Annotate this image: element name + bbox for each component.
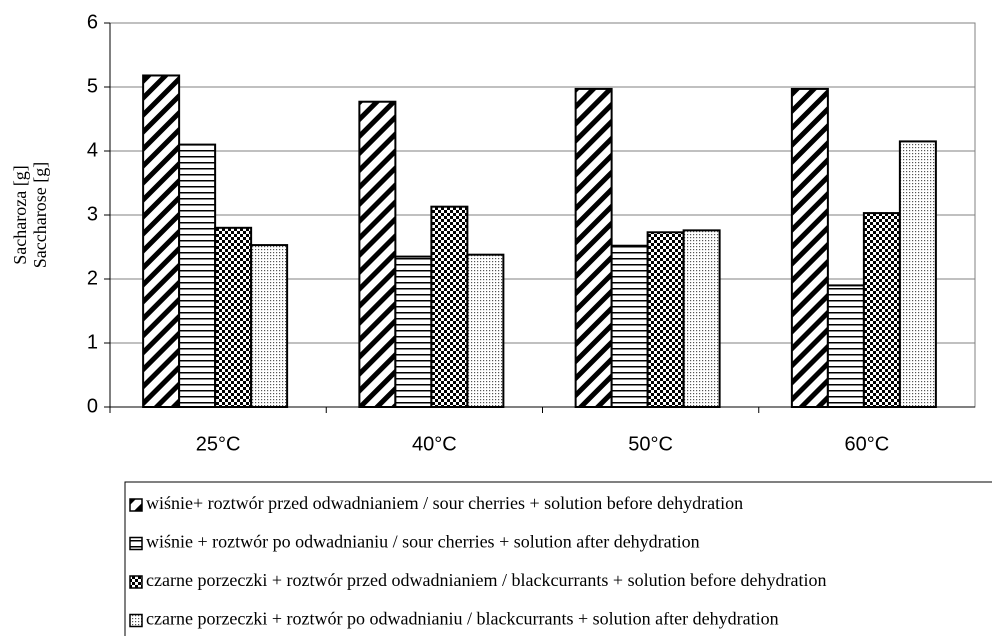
x-tick-label: 60°C	[845, 433, 890, 455]
y-axis-label: Saccharose [g]	[30, 162, 50, 268]
y-axis-label: Sacharoza [g]	[10, 165, 30, 264]
bar	[610, 244, 649, 408]
legend-box	[124, 481, 992, 636]
y-tick-label: 6	[87, 11, 98, 33]
x-tick-label: 40°C	[412, 433, 457, 455]
x-tick-label: 25°C	[196, 433, 241, 455]
bar	[394, 255, 433, 408]
legend-label: wiśnie + roztwór po odwadnianiu / sour c…	[146, 532, 700, 552]
legend-marker	[129, 536, 143, 551]
x-tick-label: 50°C	[628, 433, 673, 455]
bar	[178, 143, 217, 408]
legend-label: wiśnie+ roztwór przed odwadnianiem / sou…	[146, 493, 743, 513]
y-tick-label: 5	[87, 75, 98, 97]
bar	[898, 140, 937, 408]
bar	[430, 205, 469, 408]
y-tick-label: 2	[87, 267, 98, 289]
y-tick-label: 3	[87, 203, 98, 225]
bar	[250, 244, 289, 408]
y-tick-label: 1	[87, 331, 98, 353]
y-tick-label: 4	[87, 139, 98, 161]
bar	[574, 87, 613, 408]
bar	[682, 229, 721, 408]
bar	[646, 231, 685, 408]
legend-marker	[129, 498, 143, 512]
bar	[214, 226, 253, 408]
legend-label: czarne porzeczki + roztwór przed odwadni…	[146, 570, 827, 590]
y-tick-label: 0	[87, 395, 98, 417]
bar	[358, 100, 397, 408]
legend-marker	[129, 613, 143, 628]
legend-marker	[129, 575, 143, 589]
bar	[790, 87, 829, 408]
bar	[862, 212, 901, 408]
bar	[142, 74, 181, 408]
bar	[466, 253, 505, 408]
bar	[826, 284, 865, 408]
legend-label: czarne porzeczki + roztwór po odwadniani…	[146, 609, 779, 629]
